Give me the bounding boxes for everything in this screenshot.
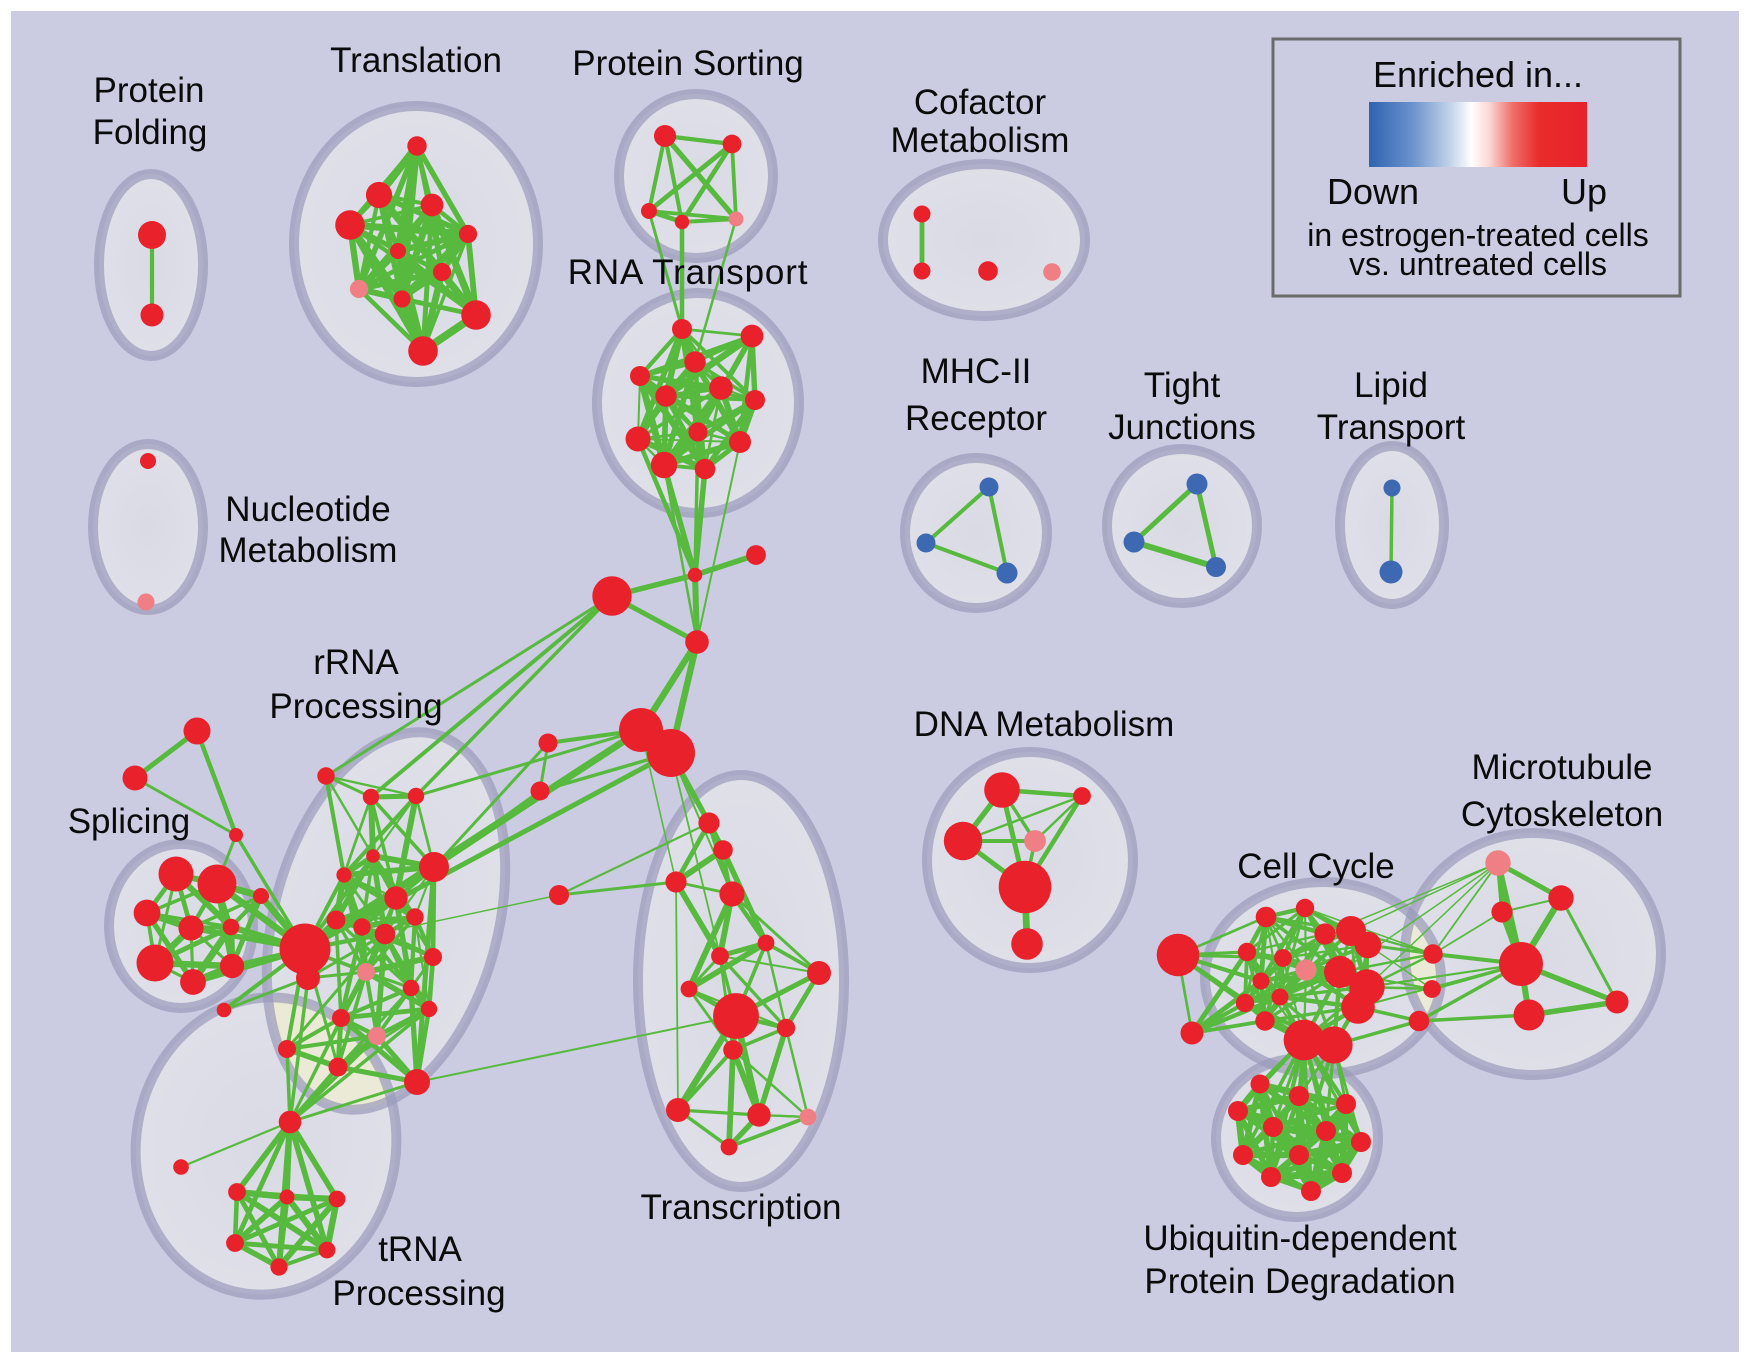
svg-text:vs. untreated cells: vs. untreated cells [1349, 246, 1607, 282]
svg-text:Junctions: Junctions [1108, 408, 1256, 447]
svg-text:Microtubule: Microtubule [1472, 748, 1653, 787]
svg-text:Metabolism: Metabolism [891, 121, 1070, 160]
svg-text:Protein Degradation: Protein Degradation [1144, 1262, 1455, 1301]
svg-text:Cell Cycle: Cell Cycle [1237, 847, 1395, 886]
svg-text:tRNA: tRNA [378, 1230, 462, 1269]
svg-text:Cofactor: Cofactor [914, 83, 1047, 122]
svg-text:in estrogen-treated cells: in estrogen-treated cells [1307, 217, 1649, 253]
svg-text:Tight: Tight [1144, 366, 1221, 405]
svg-text:MHC-II: MHC-II [921, 352, 1032, 391]
svg-text:Cytoskeleton: Cytoskeleton [1461, 795, 1663, 834]
svg-text:Folding: Folding [93, 113, 208, 152]
svg-text:RNA Transport: RNA Transport [568, 253, 809, 292]
svg-text:Protein Sorting: Protein Sorting [572, 44, 804, 83]
svg-text:Metabolism: Metabolism [219, 531, 398, 570]
svg-text:Receptor: Receptor [905, 399, 1047, 438]
svg-text:Splicing: Splicing [68, 802, 191, 841]
svg-text:Lipid: Lipid [1354, 366, 1428, 405]
svg-text:Processing: Processing [269, 687, 442, 726]
svg-text:DNA Metabolism: DNA Metabolism [914, 705, 1175, 744]
svg-text:rRNA: rRNA [313, 643, 399, 682]
svg-text:Nucleotide: Nucleotide [225, 490, 390, 529]
svg-text:Transcription: Transcription [641, 1188, 842, 1227]
svg-text:Protein: Protein [94, 71, 205, 110]
svg-text:Down: Down [1327, 171, 1419, 212]
svg-text:Ubiquitin-dependent: Ubiquitin-dependent [1143, 1219, 1457, 1258]
svg-text:Translation: Translation [330, 41, 502, 80]
svg-text:Transport: Transport [1317, 408, 1466, 447]
svg-text:Processing: Processing [332, 1274, 505, 1313]
svg-text:Up: Up [1561, 171, 1607, 212]
svg-text:Enriched in...: Enriched in... [1373, 54, 1583, 95]
